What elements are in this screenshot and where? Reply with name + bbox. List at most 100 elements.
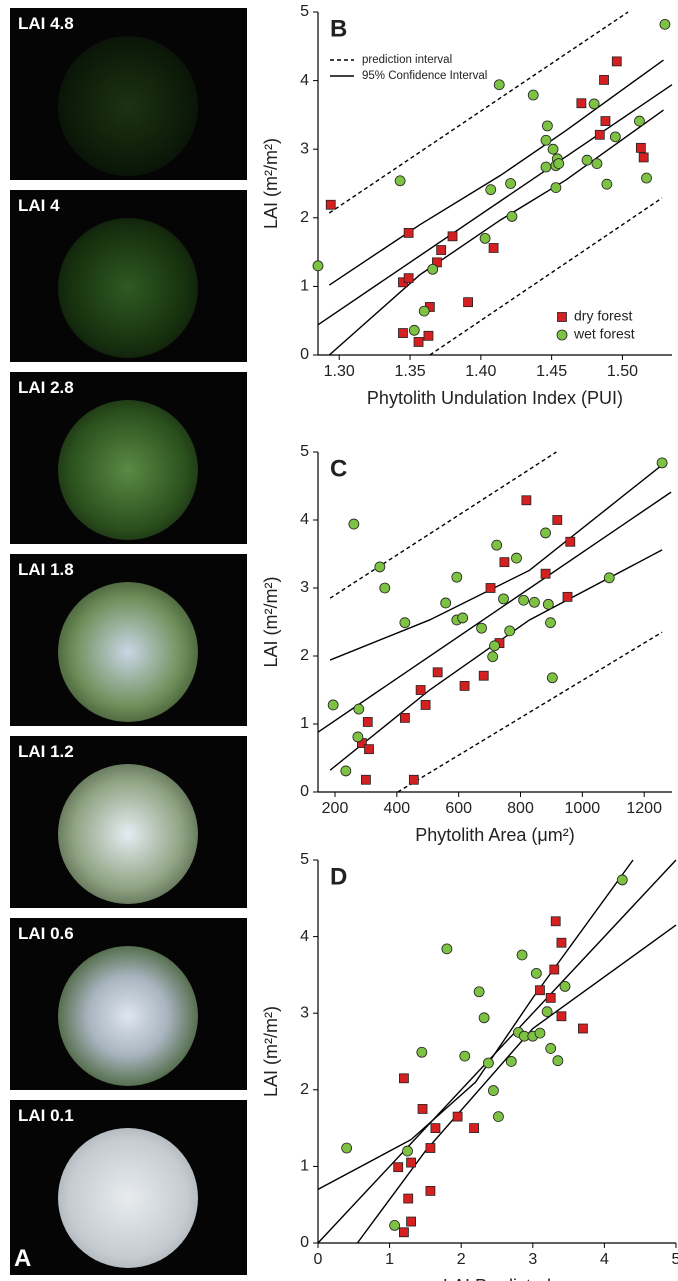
- photo-label: LAI 1.2: [18, 742, 74, 761]
- point: [379, 582, 391, 594]
- point: [529, 596, 540, 608]
- point: [540, 134, 552, 146]
- point: [540, 527, 551, 539]
- panel-label: C: [330, 455, 347, 482]
- point: [408, 774, 419, 785]
- point: [581, 154, 593, 166]
- photo-label: LAI 2.8: [18, 378, 74, 397]
- point: [504, 625, 516, 637]
- point: [399, 1227, 409, 1238]
- point: [540, 568, 551, 579]
- y-tick-label: 3: [300, 579, 309, 596]
- y-tick-label: 1: [300, 1158, 309, 1175]
- point: [325, 199, 336, 210]
- point: [394, 175, 406, 187]
- y-tick-label: 1: [300, 715, 309, 732]
- point: [488, 1085, 499, 1096]
- point: [635, 142, 646, 153]
- point: [603, 572, 615, 584]
- point: [427, 263, 439, 275]
- x-tick-label: 1200: [626, 800, 662, 817]
- point: [340, 765, 352, 777]
- point: [541, 120, 553, 132]
- point: [451, 571, 463, 583]
- fit-line: [329, 464, 663, 661]
- y-tick-label: 0: [300, 783, 309, 800]
- canopy-disc: [58, 36, 198, 176]
- point: [634, 115, 645, 127]
- y-tick-label: 4: [300, 511, 309, 528]
- canopy-disc: [58, 946, 198, 1086]
- point: [374, 561, 386, 573]
- point: [511, 552, 522, 564]
- x-tick-label: 800: [507, 800, 534, 817]
- point: [430, 1123, 441, 1133]
- canopy-photo: LAI 1.2: [10, 736, 247, 908]
- point: [553, 158, 565, 170]
- x-tick-label: 1: [385, 1251, 394, 1268]
- point: [441, 943, 453, 955]
- point: [364, 744, 374, 755]
- point: [402, 1145, 413, 1157]
- point: [362, 717, 373, 727]
- point: [616, 874, 628, 886]
- x-tick-label: 0: [314, 1251, 323, 1268]
- photo-label: LAI 4.8: [18, 14, 74, 33]
- point: [550, 182, 562, 194]
- point: [406, 1157, 416, 1168]
- point: [352, 731, 364, 743]
- y-tick-label: 3: [300, 1004, 309, 1021]
- x-tick-label: 1.50: [607, 363, 638, 380]
- canopy-disc: [58, 1128, 198, 1268]
- point: [361, 774, 371, 785]
- x-tick-label: 3: [528, 1251, 537, 1268]
- point: [493, 1111, 504, 1123]
- x-tick-label: 1.45: [536, 363, 567, 380]
- fit-line: [397, 631, 663, 793]
- legend-label: dry forest: [574, 308, 632, 324]
- x-axis-label: Phytolith Undulation Index (PUI): [367, 388, 623, 408]
- y-tick-label: 5: [300, 851, 309, 868]
- y-tick-label: 5: [300, 3, 309, 20]
- point: [406, 1216, 416, 1227]
- point: [341, 1142, 353, 1154]
- point: [353, 703, 365, 715]
- point: [535, 985, 545, 996]
- point: [399, 617, 411, 629]
- point: [432, 667, 443, 678]
- point: [399, 712, 410, 723]
- point: [498, 593, 509, 605]
- point: [542, 598, 554, 610]
- legend-label: prediction interval: [362, 54, 452, 66]
- point: [505, 1056, 517, 1067]
- point: [521, 495, 532, 506]
- photo-label: LAI 4: [18, 196, 60, 215]
- y-tick-label: 3: [300, 140, 309, 157]
- point: [609, 131, 621, 143]
- point: [312, 260, 324, 272]
- point: [552, 1055, 564, 1067]
- x-tick-label: 4: [600, 1251, 609, 1268]
- fit-line: [328, 109, 664, 356]
- canopy-photo: LAI 0.6: [10, 918, 247, 1090]
- y-tick-label: 5: [300, 443, 309, 460]
- panel-label: B: [330, 15, 347, 42]
- point: [423, 330, 434, 341]
- canopy-disc: [58, 582, 198, 722]
- point: [489, 640, 500, 652]
- canopy-disc: [58, 218, 198, 358]
- point: [420, 700, 431, 710]
- point: [547, 143, 559, 155]
- point: [545, 992, 556, 1003]
- point: [638, 152, 649, 163]
- point: [516, 949, 528, 961]
- point: [417, 1104, 428, 1114]
- point: [452, 1111, 463, 1122]
- y-axis-label: LAI (m²/m²): [261, 1006, 281, 1097]
- point: [491, 539, 503, 551]
- x-tick-label: 2: [457, 1251, 466, 1268]
- photo-label: LAI 0.1: [18, 1106, 74, 1125]
- point: [545, 1043, 557, 1054]
- point: [403, 227, 414, 238]
